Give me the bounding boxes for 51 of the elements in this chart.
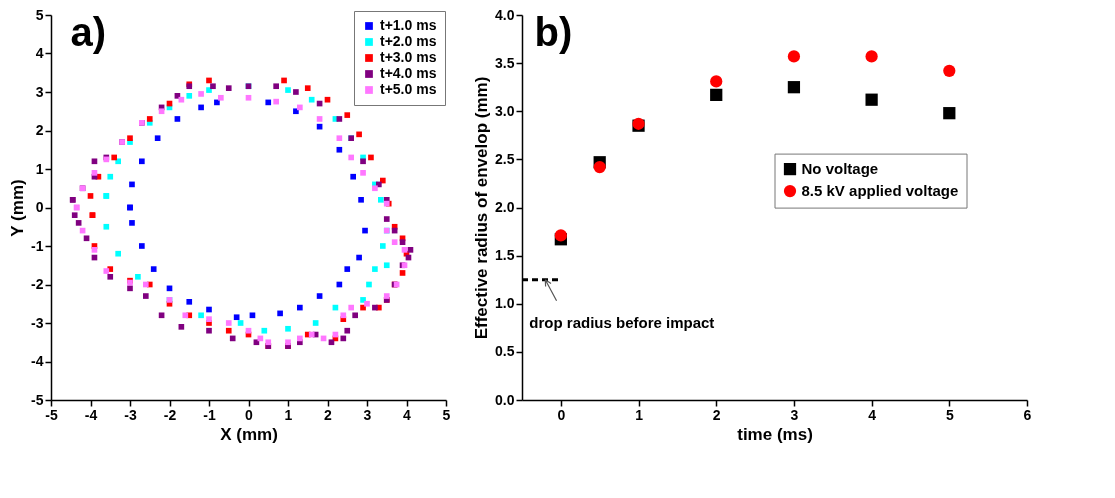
legend-label: t+3.0 ms	[380, 49, 437, 65]
y-tick-label: 5	[35, 6, 44, 23]
x-tick-label: -1	[203, 406, 216, 423]
y-tick-label: -1	[31, 237, 44, 254]
x-tick-label: -3	[124, 406, 137, 423]
y-tick-label: 4	[35, 45, 44, 61]
x-tick-label: 3	[790, 406, 799, 423]
y-tick-label: 3.0	[495, 102, 515, 119]
x-tick-label: 4	[868, 406, 877, 423]
x-tick-label: 5	[442, 406, 451, 423]
x-tick-label: -4	[84, 406, 98, 423]
y-tick-label: 3	[35, 83, 44, 100]
y-tick-label: 1.5	[495, 247, 515, 264]
x-tick-label: 2	[712, 406, 721, 423]
chart-title: b)	[534, 10, 573, 54]
legend-label: t+2.0 ms	[380, 33, 437, 49]
y-tick-label: -3	[31, 314, 44, 331]
legend-label: t+1.0 ms	[380, 17, 437, 33]
x-tick-label: 6	[1023, 406, 1032, 423]
x-tick-label: 0	[245, 406, 254, 423]
y-tick-label: 2.5	[495, 150, 515, 167]
y-tick-label: 1.0	[495, 295, 515, 312]
x-tick-label: 3	[363, 406, 372, 423]
annotation: drop radius before impact	[529, 313, 715, 331]
x-axis-title: X (mm)	[220, 424, 278, 444]
y-tick-label: 0.0	[495, 391, 515, 408]
y-axis-title: Effective radius of envelop (mm)	[472, 76, 492, 340]
x-tick-label: 4	[403, 406, 412, 423]
x-tick-label: 1	[635, 406, 644, 423]
y-tick-label: -5	[31, 391, 44, 408]
legend-label: 8.5 kV applied voltage	[801, 182, 959, 200]
x-tick-label: 1	[284, 406, 293, 423]
chart-title: a)	[70, 10, 107, 54]
x-axis-title: time (ms)	[737, 424, 813, 444]
x-tick-label: 0	[557, 406, 566, 423]
legend-label: t+5.0 ms	[380, 81, 437, 97]
y-tick-label: 0.5	[495, 343, 515, 360]
x-tick-label: 5	[945, 406, 954, 423]
legend-label: t+4.0 ms	[380, 65, 437, 81]
y-tick-label: 4.0	[495, 6, 515, 23]
y-tick-label: 0	[35, 199, 44, 215]
x-tick-label: 2	[324, 406, 333, 423]
y-tick-label: 2.0	[495, 199, 515, 215]
y-tick-label: 3.5	[495, 54, 515, 71]
y-tick-label: 1	[35, 160, 44, 177]
y-tick-label: 2	[35, 122, 44, 138]
y-tick-label: -4	[31, 353, 44, 369]
y-tick-label: -2	[31, 276, 44, 292]
x-tick-label: -2	[163, 406, 177, 423]
legend-label: No voltage	[801, 160, 879, 178]
y-axis-title: Y (mm)	[8, 179, 28, 237]
